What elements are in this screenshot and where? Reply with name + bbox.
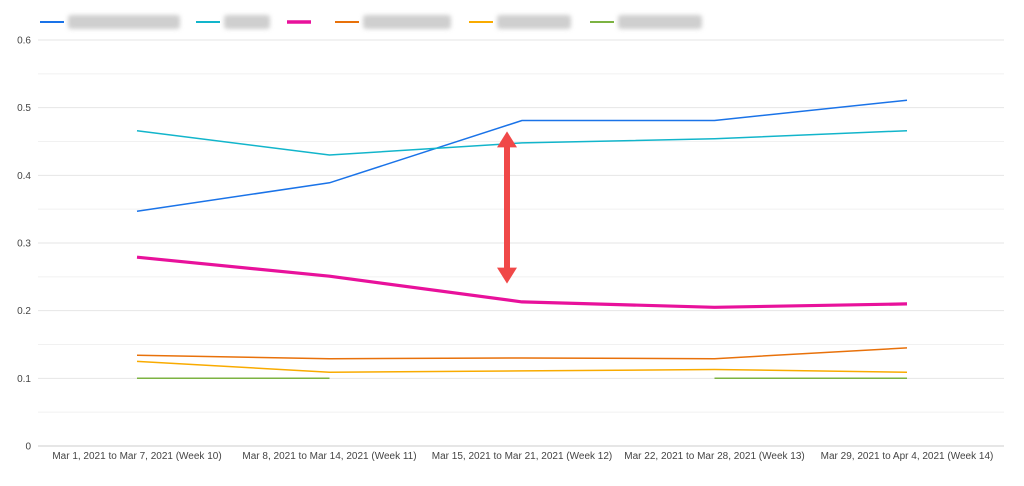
y-tick-label: 0.5 — [17, 103, 31, 114]
arrow-head-down — [497, 267, 517, 284]
x-tick-label: Mar 8, 2021 to Mar 14, 2021 (Week 11) — [242, 451, 416, 462]
y-tick-label: 0.1 — [17, 374, 31, 385]
series-line-2 — [136, 129, 908, 156]
x-tick-label: Mar 22, 2021 to Mar 28, 2021 (Week 13) — [624, 451, 804, 462]
legend-label-redacted — [68, 15, 180, 29]
series-line-3 — [136, 255, 908, 309]
series-line-1 — [136, 99, 908, 212]
x-tick-label: Mar 29, 2021 to Apr 4, 2021 (Week 14) — [821, 451, 994, 462]
annotation-layer — [497, 131, 517, 284]
y-tick-label: 0.4 — [17, 171, 31, 182]
series-line-5 — [136, 360, 908, 373]
y-tick-label: 0.3 — [17, 239, 31, 250]
x-axis: Mar 1, 2021 to Mar 7, 2021 (Week 10) Mar … — [52, 451, 993, 462]
y-axis: 0 0.1 0.2 0.3 0.4 0.5 0.6 — [17, 36, 31, 453]
y-tick-label: 0.6 — [17, 36, 31, 47]
series-line-4 — [136, 347, 908, 360]
legend-label-redacted — [224, 15, 270, 29]
y-tick-label: 0.2 — [17, 306, 31, 317]
series-layer — [136, 99, 908, 380]
y-tick-label: 0 — [25, 442, 31, 453]
chart-legend — [40, 15, 702, 29]
x-tick-label: Mar 15, 2021 to Mar 21, 2021 (Week 12) — [432, 451, 612, 462]
legend-label-redacted — [497, 15, 571, 29]
legend-label-redacted — [363, 15, 451, 29]
legend-label-redacted — [618, 15, 702, 29]
arrow-head-up — [497, 131, 517, 148]
double-arrow-annotation — [497, 131, 517, 284]
gridlines — [38, 39, 1004, 447]
x-tick-label: Mar 1, 2021 to Mar 7, 2021 (Week 10) — [52, 451, 221, 462]
